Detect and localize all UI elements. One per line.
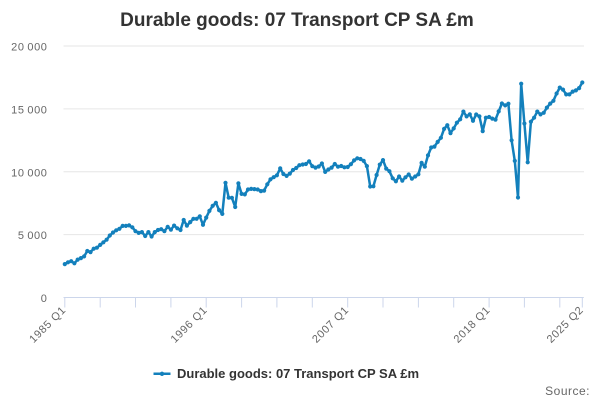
svg-text:Durable goods: 07 Transport CP: Durable goods: 07 Transport CP SA £m [177,366,419,381]
svg-text:Source:: Source: [545,384,590,398]
svg-text:Durable goods: 07 Transport CP: Durable goods: 07 Transport CP SA £m [120,10,474,31]
svg-text:15 000: 15 000 [11,104,47,116]
svg-text:5 000: 5 000 [18,230,48,242]
svg-text:20 000: 20 000 [11,42,47,54]
svg-text:0: 0 [41,293,48,305]
svg-text:10 000: 10 000 [11,167,47,179]
